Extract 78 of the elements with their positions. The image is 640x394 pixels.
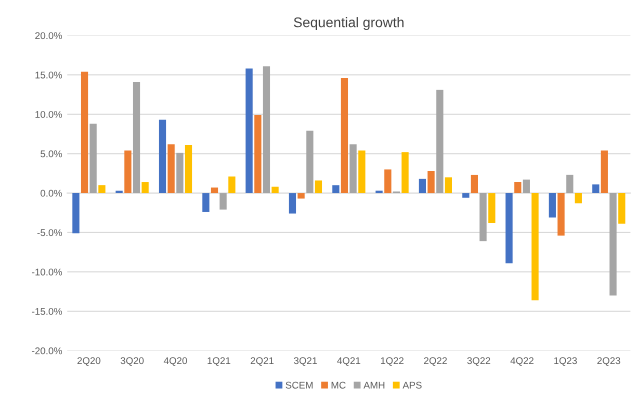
bar [444, 177, 452, 194]
bar [142, 182, 149, 194]
bar [288, 193, 296, 214]
bar [90, 124, 97, 194]
bar [592, 184, 600, 194]
bar [522, 180, 530, 194]
y-tick-label: -15.0% [32, 308, 62, 315]
bar [532, 193, 539, 300]
chart-title: Sequential growth [294, 17, 404, 30]
bar [618, 193, 626, 224]
bar [202, 193, 210, 212]
bar [600, 150, 608, 194]
x-tick-label: 1Q22 [380, 357, 404, 366]
bar [610, 193, 617, 296]
bar [548, 193, 556, 218]
bar [168, 144, 175, 194]
bar [210, 188, 218, 194]
bar [306, 130, 314, 194]
bar [436, 90, 444, 194]
bar [246, 68, 253, 194]
bar [262, 66, 270, 194]
bar [566, 174, 574, 194]
x-tick-label: 1Q21 [208, 357, 230, 366]
bar [376, 190, 383, 194]
x-tick-label: 1Q23 [554, 357, 577, 366]
x-tick-label: 4Q20 [164, 357, 188, 366]
bar [462, 193, 470, 198]
bar [124, 150, 132, 194]
x-tick-label: 2Q23 [597, 357, 620, 366]
bar [558, 193, 565, 236]
bar [358, 150, 366, 194]
bar [132, 82, 140, 194]
x-tick-label: 3Q20 [120, 357, 144, 366]
bar [176, 152, 184, 194]
bar [228, 176, 236, 194]
bar [340, 78, 348, 194]
legend-label: SCEM [286, 382, 313, 389]
y-tick-label: -5.0% [37, 229, 62, 236]
y-tick-label: 20.0% [35, 32, 62, 40]
bar [184, 144, 192, 194]
bar [488, 193, 496, 224]
bar [418, 178, 426, 194]
y-tick-label: 0.0% [40, 190, 62, 197]
bar [314, 180, 322, 194]
bar [350, 144, 357, 194]
bar [514, 182, 522, 194]
bar [72, 193, 80, 234]
y-tick-label: 10.0% [36, 110, 62, 118]
x-tick-label: 3Q21 [294, 357, 317, 366]
bar [272, 186, 279, 194]
bar [470, 174, 478, 194]
x-tick-label: 2Q22 [424, 357, 447, 366]
x-tick-label: 4Q21 [337, 357, 360, 366]
x-tick-label: 3Q22 [467, 357, 490, 366]
y-tick-label: -10.0% [32, 268, 62, 276]
bar [480, 193, 487, 242]
bar [98, 185, 106, 194]
x-tick-label: 2Q21 [250, 357, 274, 366]
bar [80, 72, 88, 194]
y-tick-label: 5.0% [40, 150, 62, 158]
legend-label: AMH [364, 382, 384, 389]
bar [506, 193, 513, 264]
bar [158, 120, 166, 194]
bar [116, 190, 123, 194]
bar [298, 193, 305, 199]
bar [402, 152, 409, 194]
legend-label: MC [332, 382, 346, 389]
bar [220, 193, 227, 210]
bar [428, 170, 435, 194]
x-tick-label: 4Q22 [510, 357, 534, 366]
bar [254, 115, 262, 194]
legend-label: APS [402, 382, 422, 389]
bar [384, 169, 392, 194]
x-tick-label: 2Q20 [77, 357, 100, 366]
y-tick-label: -20.0% [32, 347, 62, 354]
bar [574, 193, 582, 204]
y-tick-label: 15.0% [36, 72, 62, 78]
bar [332, 185, 340, 194]
